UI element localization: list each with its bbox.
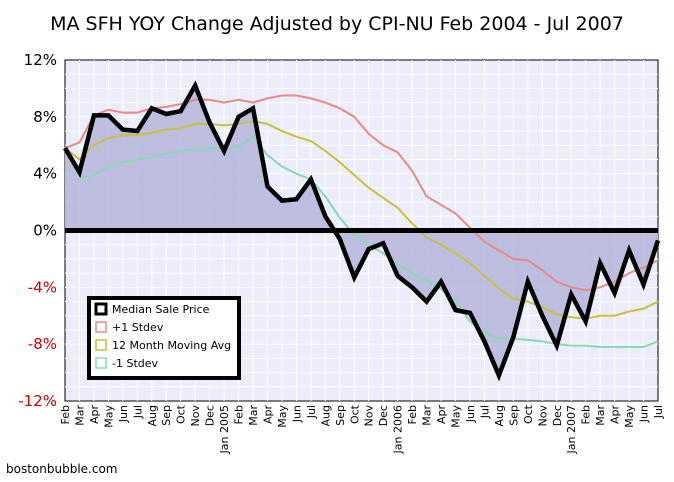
x-tick-label: Feb: [59, 405, 72, 424]
legend-swatch-minus-stdev: [95, 357, 107, 369]
x-tick-label: Aug: [319, 405, 332, 426]
x-tick-label: Oct: [348, 404, 361, 424]
median-area-fill: [65, 85, 658, 376]
y-axis-ticks: 12% 8% 4% 0% -4% -8% -12%: [18, 51, 57, 410]
x-tick-label: May: [450, 405, 463, 428]
legend-box: [87, 296, 241, 380]
y-tick-label: 12%: [24, 51, 57, 69]
x-tick-label: Mar: [73, 405, 86, 426]
x-tick-label: Jun: [290, 405, 303, 423]
y-tick-label: -8%: [28, 335, 57, 353]
x-tick-label: Feb: [406, 405, 419, 424]
y-tick-label: 8%: [33, 108, 57, 126]
x-tick-label: Sep: [507, 405, 520, 426]
x-tick-label: Jun: [464, 405, 477, 423]
x-tick-label: May: [623, 405, 636, 428]
legend-swatch-median: [94, 302, 108, 316]
x-tick-label: Nov: [363, 405, 376, 427]
y-tick-label: -4%: [28, 278, 57, 296]
x-tick-label: Sep: [160, 405, 173, 426]
x-tick-label: Nov: [536, 405, 549, 427]
x-tick-label: Jul: [131, 405, 144, 419]
x-tick-label: Jan 2007: [565, 405, 578, 454]
x-tick-label: Dec: [377, 405, 390, 426]
y-tick-label: 4%: [33, 165, 57, 183]
x-tick-label: Jun: [638, 405, 651, 423]
x-tick-label: Mar: [594, 405, 607, 426]
x-tick-label: Feb: [233, 405, 246, 424]
legend: Median Sale Price +1 Stdev 12 Month Moving…: [87, 296, 241, 380]
x-tick-label: Dec: [204, 405, 217, 426]
y-tick-label: 0%: [33, 222, 57, 240]
x-tick-label: Feb: [580, 405, 593, 424]
legend-swatch-moving-avg: [95, 339, 107, 351]
x-tick-label: Jul: [652, 405, 665, 419]
x-tick-label: Jan 2005: [218, 405, 231, 454]
x-tick-label: Apr: [435, 405, 448, 425]
x-tick-label: Mar: [247, 405, 260, 426]
legend-label-plus-stdev: +1 Stdev: [112, 321, 164, 334]
x-tick-label: Apr: [609, 405, 622, 425]
x-tick-label: May: [102, 405, 115, 428]
x-tick-label: Apr: [261, 405, 274, 425]
x-tick-label: Mar: [421, 405, 434, 426]
x-tick-label: Oct: [175, 404, 188, 424]
x-tick-label: Jul: [305, 405, 318, 419]
series-lines: [63, 80, 661, 382]
x-tick-label: Aug: [146, 405, 159, 426]
x-tick-label: Jan 2006: [392, 405, 405, 454]
x-tick-label: May: [276, 405, 289, 428]
y-tick-label: -12%: [18, 392, 57, 410]
series-line-median: [63, 80, 661, 382]
legend-label-minus-stdev: -1 Stdev: [112, 357, 159, 370]
x-tick-label: Jun: [117, 405, 130, 423]
x-tick-label: Aug: [493, 405, 506, 426]
x-tick-label: Nov: [189, 405, 202, 427]
x-tick-label: Apr: [88, 405, 101, 425]
chart-title: MA SFH YOY Change Adjusted by CPI-NU Feb…: [50, 13, 624, 35]
source-credit: bostonbubble.com: [6, 462, 117, 476]
x-tick-label: Dec: [551, 405, 564, 426]
series-line-plus-stdev: [64, 94, 659, 292]
legend-swatch-plus-stdev: [95, 321, 107, 333]
legend-label-median: Median Sale Price: [112, 303, 210, 316]
series-line-moving-avg: [64, 120, 659, 320]
legend-label-moving-avg: 12 Month Moving Avg: [112, 339, 231, 352]
x-tick-label: Jul: [478, 405, 491, 419]
x-tick-label: Oct: [522, 404, 535, 424]
x-tick-label: Sep: [334, 405, 347, 426]
x-axis-ticks: Feb Mar Apr May Jun Jul Aug Sep Oct Nov Dec Jan 200…: [59, 404, 665, 454]
